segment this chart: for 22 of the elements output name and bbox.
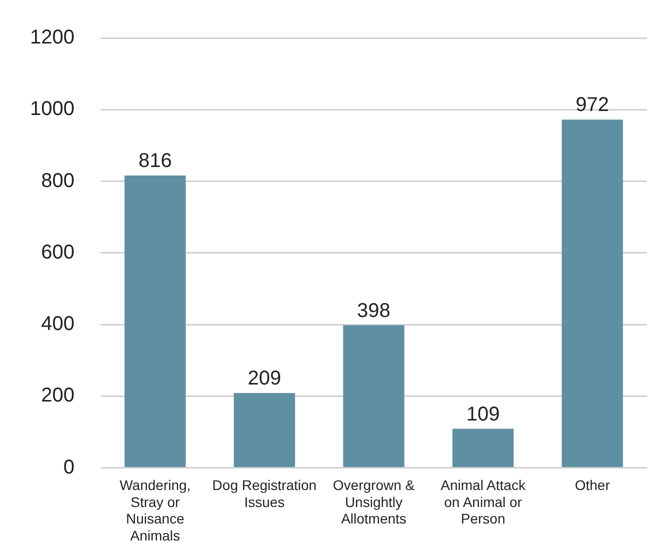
bar xyxy=(124,176,186,468)
y-tick-label: 600 xyxy=(41,241,74,264)
y-tick-label: 800 xyxy=(41,170,74,192)
y-tick-label: 1000 xyxy=(30,98,74,120)
data-label: 209 xyxy=(248,367,282,390)
bar xyxy=(452,428,514,468)
data-label: 816 xyxy=(138,150,172,172)
data-label: 109 xyxy=(466,403,500,426)
x-tick-label: Animal Attack on Animal or Person xyxy=(440,477,526,527)
bar xyxy=(343,325,404,468)
y-tick-label: 0 xyxy=(63,456,74,478)
data-label: 972 xyxy=(576,94,610,116)
y-tick-label: 1200 xyxy=(30,26,74,49)
x-tick-label: Dog Registration Issues xyxy=(212,477,317,510)
x-tick-label: Overgrown & Unsightly Allotments xyxy=(332,477,416,527)
x-tick-label: Other xyxy=(574,477,610,494)
bar xyxy=(562,120,623,468)
data-label: 398 xyxy=(357,300,390,322)
bar xyxy=(234,392,296,468)
x-tick-label: Wandering, Stray or Nuisance Animals xyxy=(120,477,191,544)
y-tick-label: 200 xyxy=(41,384,74,407)
y-tick-label: 400 xyxy=(41,313,74,336)
